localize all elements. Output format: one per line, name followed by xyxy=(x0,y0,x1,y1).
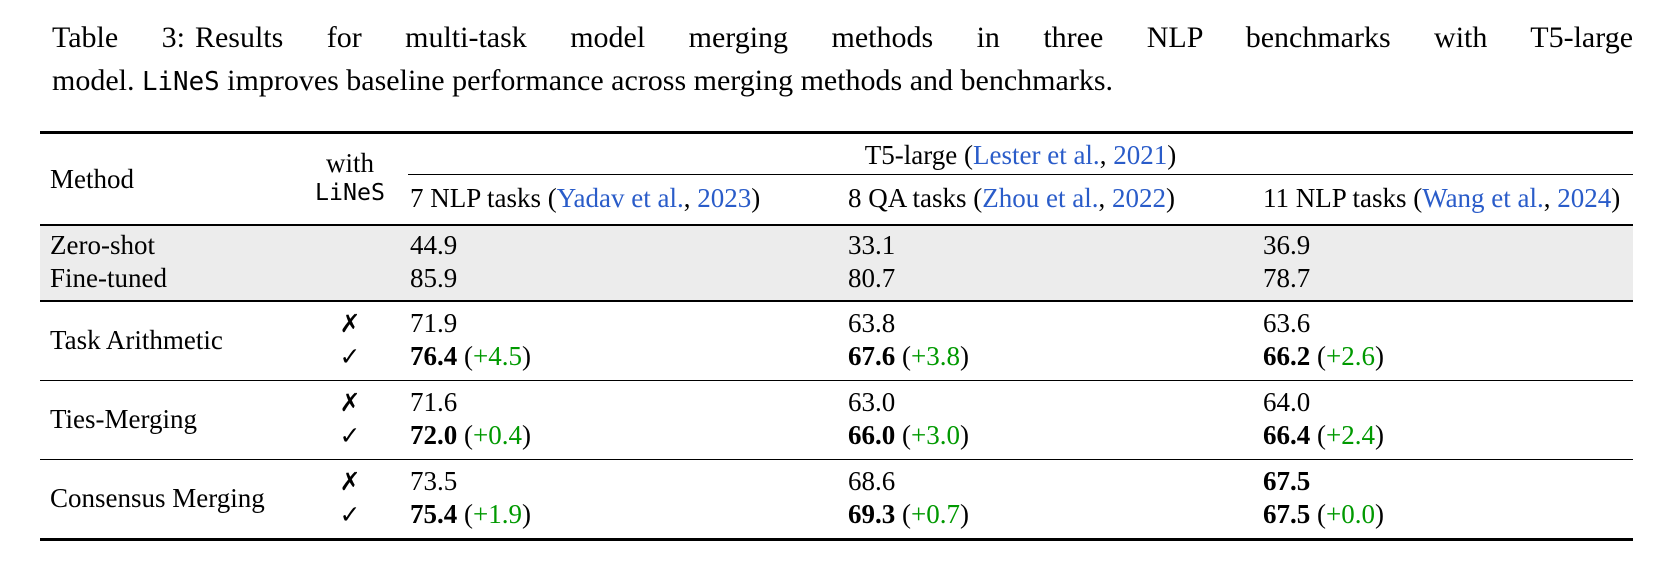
method-name: Fine-tuned xyxy=(50,263,167,293)
cite-yadav[interactable]: Yadav et al. xyxy=(556,183,684,213)
group-header-t5-large: T5-large (Lester et al., 2021) xyxy=(408,134,1633,175)
value-cell: 44.9 xyxy=(410,230,458,260)
delta: (+2.4) xyxy=(1317,420,1384,450)
delta: (+3.8) xyxy=(902,341,969,371)
value-cell: 80.7 xyxy=(848,263,896,293)
method-group-ties-merging: Ties-Merging ✗ ✓ 71.6 63.0 64.0 72.0 (+0… xyxy=(40,381,1633,460)
value-cell-with-delta: 75.4 (+1.9) xyxy=(410,499,531,529)
value-cell: 85.9 xyxy=(410,263,458,293)
value-cell: 63.8 xyxy=(848,308,896,338)
value-cell-with-delta: 66.2 (+2.6) xyxy=(1263,341,1384,371)
value-cell: 73.5 xyxy=(410,466,458,496)
value-cell-with-delta: 66.0 (+3.0) xyxy=(848,420,969,450)
cross-icon: ✗ xyxy=(339,388,361,417)
cross-icon: ✗ xyxy=(339,309,361,338)
cite-zhou[interactable]: Zhou et al. xyxy=(982,183,1099,213)
value-cell: 67.5 xyxy=(1263,466,1311,496)
column-header-8qa: 8 QA tasks (Zhou et al., 2022) xyxy=(848,183,1175,213)
value-cell-with-delta: 76.4 (+4.5) xyxy=(410,341,531,371)
table-row-zero-shot: Zero-shot 44.9 33.1 36.9 xyxy=(40,229,1633,262)
delta: (+0.7) xyxy=(902,499,969,529)
table-row-fine-tuned: Fine-tuned 85.9 80.7 78.7 xyxy=(40,262,1633,295)
lines-code: LiNeS xyxy=(142,67,220,97)
table-caption: Table 3: Results for multi-task model mer… xyxy=(52,16,1633,104)
value-cell-with-delta: 72.0 (+0.4) xyxy=(410,420,531,450)
check-icon: ✓ xyxy=(339,500,361,529)
delta: (+1.9) xyxy=(464,499,531,529)
value-cell: 33.1 xyxy=(848,230,896,260)
cite-wang-year[interactable]: 2024 xyxy=(1557,183,1612,213)
delta: (+4.5) xyxy=(464,341,531,371)
value-cell: 36.9 xyxy=(1263,230,1311,260)
delta: (+3.0) xyxy=(902,420,969,450)
value-cell-with-delta: 69.3 (+0.7) xyxy=(848,499,969,529)
method-group-task-arithmetic: Task Arithmetic ✗ ✓ 71.9 63.8 63.6 76.4 … xyxy=(40,302,1633,381)
column-header-with-lines: with LiNeS xyxy=(315,148,385,206)
value-cell: 64.0 xyxy=(1263,387,1311,417)
cite-wang[interactable]: Wang et al. xyxy=(1422,183,1544,213)
column-header-7nlp: 7 NLP tasks (Yadav et al., 2023) xyxy=(410,183,761,213)
baseline-rows: Zero-shot 44.9 33.1 36.9 Fine-tuned 85.9… xyxy=(40,226,1633,302)
method-group-consensus-merging: Consensus Merging ✗ ✓ 73.5 68.6 67.5 75.… xyxy=(40,460,1633,541)
value-cell: 78.7 xyxy=(1263,263,1311,293)
column-header-method: Method xyxy=(50,163,134,194)
check-icon: ✓ xyxy=(339,421,361,450)
value-cell: 63.0 xyxy=(848,387,896,417)
value-cell: 63.6 xyxy=(1263,308,1311,338)
benchmark-subheaders: 7 NLP tasks (Yadav et al., 2023) 8 QA ta… xyxy=(400,175,1633,224)
column-group: T5-large (Lester et al., 2021) 7 NLP tas… xyxy=(400,134,1633,224)
delta: (+0.0) xyxy=(1317,499,1384,529)
method-name: Zero-shot xyxy=(50,230,155,260)
value-cell-with-delta: 66.4 (+2.4) xyxy=(1263,420,1384,450)
caption-line2: model. LiNeS improves baseline performan… xyxy=(52,64,1113,97)
method-name: Ties-Merging xyxy=(50,403,198,434)
value-cell-with-delta: 67.6 (+3.8) xyxy=(848,341,969,371)
results-table: Method with LiNeS T5-large (Lester et al… xyxy=(40,131,1633,541)
value-cell: 71.6 xyxy=(410,387,458,417)
delta: (+2.6) xyxy=(1317,341,1384,371)
method-name: Task Arithmetic xyxy=(50,324,223,355)
cite-lester[interactable]: Lester et al. xyxy=(973,140,1100,170)
check-icon: ✓ xyxy=(339,342,361,371)
value-cell-with-delta: 67.5 (+0.0) xyxy=(1263,499,1384,529)
cite-lester-year[interactable]: 2021 xyxy=(1113,140,1168,170)
table-header: Method with LiNeS T5-large (Lester et al… xyxy=(40,131,1633,226)
cross-icon: ✗ xyxy=(339,467,361,496)
caption-line1: Table 3: Results for multi-task model mer… xyxy=(52,21,1634,54)
value-cell: 68.6 xyxy=(848,466,896,496)
cite-yadav-year[interactable]: 2023 xyxy=(697,183,752,213)
column-header-11nlp: 11 NLP tasks (Wang et al., 2024) xyxy=(1263,183,1621,213)
value-cell: 71.9 xyxy=(410,308,458,338)
method-name: Consensus Merging xyxy=(50,482,265,513)
cite-zhou-year[interactable]: 2022 xyxy=(1111,183,1166,213)
delta: (+0.4) xyxy=(464,420,531,450)
caption-label: Table 3: xyxy=(52,21,185,54)
